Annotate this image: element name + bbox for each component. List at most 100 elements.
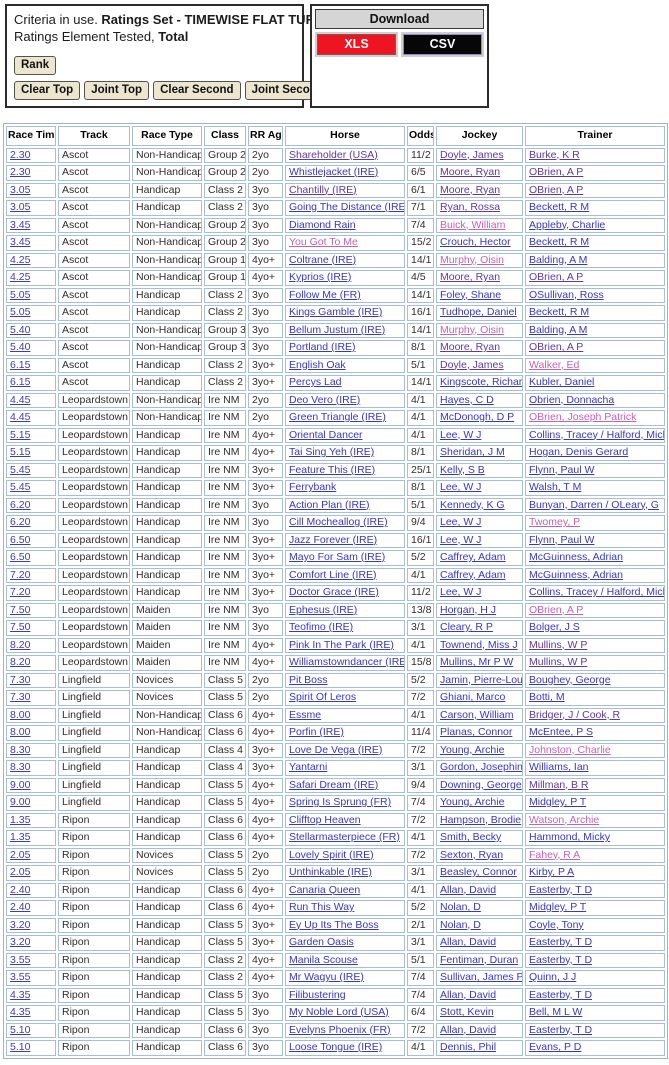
trainer-link[interactable]: Botti, M (529, 691, 565, 703)
horse-link[interactable]: Porfin (IRE) (289, 726, 344, 738)
race-time-link[interactable]: 9.00 (10, 778, 31, 791)
jockey-link[interactable]: Allan, David (440, 1023, 497, 1036)
horse-link[interactable]: Green Triangle (IRE) (289, 411, 386, 423)
trainer-link[interactable]: Bell, M L W (529, 1006, 583, 1018)
race-time-link[interactable]: 1.35 (10, 813, 31, 826)
trainer-link[interactable]: Hogan, Denis Gerard (529, 446, 629, 458)
race-time-link[interactable]: 8.20 (10, 656, 31, 668)
clear-top-button[interactable]: Clear Top (14, 80, 81, 100)
race-time-link[interactable]: 8.30 (10, 743, 31, 756)
race-time-link[interactable]: 5.10 (10, 1041, 31, 1053)
download-xls-button[interactable]: XLS (317, 34, 396, 55)
trainer-link[interactable]: Bolger, J S (529, 621, 580, 633)
horse-link[interactable]: Whistlejacket (IRE) (289, 166, 379, 178)
horse-link[interactable]: Ephesus (IRE) (289, 603, 358, 616)
jockey-link[interactable]: Planas, Connor (440, 726, 513, 738)
horse-link[interactable]: Percys Lad (289, 376, 342, 388)
race-time-link[interactable]: 4.45 (10, 393, 31, 406)
horse-link[interactable]: Cill Mocheallog (IRE) (289, 516, 388, 528)
jockey-link[interactable]: Moore, Ryan (440, 183, 501, 196)
race-time-link[interactable]: 5.40 (10, 341, 31, 353)
jockey-link[interactable]: Buick, William (440, 218, 506, 231)
race-time-link[interactable]: 3.55 (10, 953, 31, 966)
jockey-link[interactable]: Fentiman, Duran (440, 953, 519, 966)
horse-link[interactable]: Follow Me (FR) (289, 288, 361, 301)
race-time-link[interactable]: 2.40 (10, 883, 31, 896)
trainer-link[interactable]: McGuinness, Adrian (529, 551, 623, 563)
horse-link[interactable]: Mayo For Sam (IRE) (289, 551, 386, 563)
trainer-link[interactable]: Coyle, Tony (529, 918, 584, 931)
horse-link[interactable]: Essme (289, 708, 322, 721)
jockey-link[interactable]: Allan, David (440, 936, 497, 948)
jockey-link[interactable]: Lee, W J (440, 533, 482, 546)
race-time-link[interactable]: 2.40 (10, 901, 31, 913)
horse-link[interactable]: Doctor Grace (IRE) (289, 586, 379, 598)
trainer-link[interactable]: Obrien, Donnacha (529, 393, 615, 406)
trainer-link[interactable]: Walker, Ed (529, 358, 580, 371)
trainer-link[interactable]: Easterby, T D (529, 988, 593, 1001)
race-time-link[interactable]: 5.45 (10, 481, 31, 493)
jockey-link[interactable]: Murphy, Oisin (440, 323, 504, 336)
trainer-link[interactable]: Easterby, T D (529, 953, 593, 966)
trainer-link[interactable]: Midgley, P T (529, 901, 587, 913)
jockey-link[interactable]: Caffrey, Adam (440, 568, 506, 581)
jockey-link[interactable]: Lee, W J (440, 481, 482, 493)
jockey-link[interactable]: Cleary, R P (440, 621, 493, 633)
trainer-link[interactable]: Collins, Tracey / Halford, Mick (529, 428, 665, 441)
jockey-link[interactable]: Moore, Ryan (440, 271, 501, 283)
race-time-link[interactable]: 8.30 (10, 761, 31, 773)
trainer-link[interactable]: Beckett, R M (529, 306, 590, 318)
trainer-link[interactable]: Flynn, Paul W (529, 533, 595, 546)
trainer-link[interactable]: Millman, B R (529, 778, 589, 791)
horse-link[interactable]: Loose Tongue (IRE) (289, 1041, 383, 1053)
jockey-link[interactable]: Kingscote, Richard (440, 376, 523, 388)
trainer-link[interactable]: OBrien, A P (529, 603, 584, 616)
jockey-link[interactable]: Horgan, H J (440, 603, 497, 616)
race-time-link[interactable]: 8.00 (10, 708, 31, 721)
rank-button[interactable]: Rank (14, 55, 57, 75)
trainer-link[interactable]: Easterby, T D (529, 1023, 593, 1036)
horse-link[interactable]: Chantilly (IRE) (289, 183, 357, 196)
trainer-link[interactable]: Beckett, R M (529, 201, 590, 213)
horse-link[interactable]: Action Plan (IRE) (289, 498, 370, 511)
race-time-link[interactable]: 5.10 (10, 1023, 31, 1036)
horse-link[interactable]: Going The Distance (IRE) (289, 201, 405, 213)
race-time-link[interactable]: 6.15 (10, 358, 31, 371)
jockey-link[interactable]: Kennedy, K G (440, 498, 505, 511)
jockey-link[interactable]: Downing, George (440, 778, 522, 791)
race-time-link[interactable]: 3.05 (10, 201, 31, 213)
horse-link[interactable]: Teofimo (IRE) (289, 621, 354, 633)
race-time-link[interactable]: 2.30 (10, 166, 31, 178)
horse-link[interactable]: Ferrybank (289, 481, 337, 493)
race-time-link[interactable]: 5.45 (10, 463, 31, 476)
horse-link[interactable]: Shareholder (USA) (289, 148, 378, 161)
jockey-link[interactable]: Ghiani, Marco (440, 691, 506, 703)
race-time-link[interactable]: 4.25 (10, 271, 31, 283)
race-time-link[interactable]: 3.45 (10, 218, 31, 231)
trainer-link[interactable]: OBrien, A P (529, 166, 584, 178)
jockey-link[interactable]: Sheridan, J M (440, 446, 505, 458)
jockey-link[interactable]: Crouch, Hector (440, 236, 511, 248)
horse-link[interactable]: Lovely Spirit (IRE) (289, 848, 374, 861)
horse-link[interactable]: Filibustering (289, 988, 346, 1001)
jockey-link[interactable]: Kelly, S B (440, 463, 485, 476)
race-time-link[interactable]: 7.20 (10, 586, 31, 598)
jockey-link[interactable]: Stott, Kevin (440, 1006, 494, 1018)
race-time-link[interactable]: 6.50 (10, 551, 31, 563)
trainer-link[interactable]: Walsh, T M (529, 481, 582, 493)
race-time-link[interactable]: 6.20 (10, 516, 31, 528)
race-time-link[interactable]: 5.15 (10, 446, 31, 458)
horse-link[interactable]: Feature This (IRE) (289, 463, 376, 476)
jockey-link[interactable]: Beasley, Connor (440, 866, 517, 878)
joint-second-button[interactable]: Joint Second (244, 80, 331, 100)
horse-link[interactable]: Clifftop Heaven (289, 813, 361, 826)
trainer-link[interactable]: Collins, Tracey / Halford, Mick (529, 586, 665, 598)
horse-link[interactable]: Portland (IRE) (289, 341, 356, 353)
trainer-link[interactable]: Bunyan, Darren / OLeary, G (529, 498, 659, 511)
race-time-link[interactable]: 5.05 (10, 306, 31, 318)
trainer-link[interactable]: Appleby, Charlie (529, 218, 606, 231)
race-time-link[interactable]: 2.30 (10, 148, 31, 161)
horse-link[interactable]: Jazz Forever (IRE) (289, 533, 378, 546)
race-time-link[interactable]: 4.45 (10, 411, 31, 423)
jockey-link[interactable]: Nolan, D (440, 901, 481, 913)
